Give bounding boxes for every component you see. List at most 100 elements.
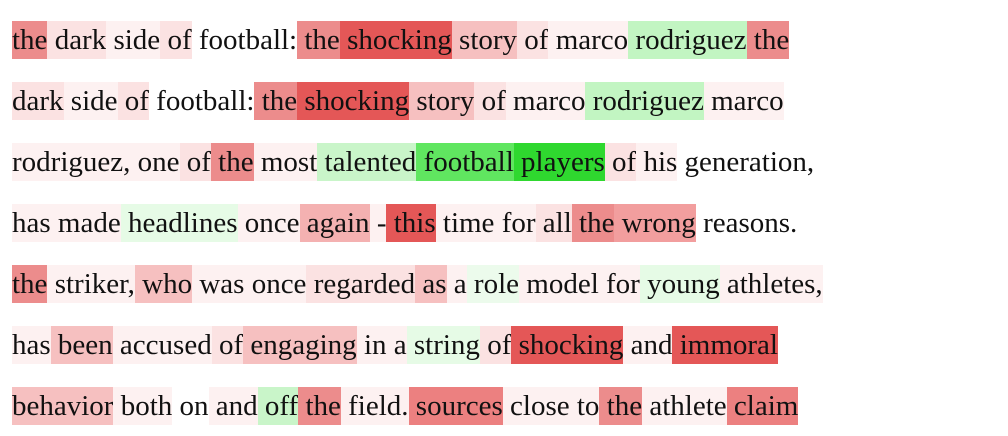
token: again: [306, 204, 370, 243]
token: dark: [54, 21, 107, 60]
space: [297, 21, 305, 60]
space: [505, 82, 514, 121]
token: shocking: [518, 326, 624, 365]
space: [386, 326, 394, 365]
text-line: has been accused of engaging in a string…: [12, 313, 990, 374]
space: [474, 82, 482, 121]
token: field.: [348, 387, 409, 426]
space: [113, 387, 121, 426]
space: [244, 265, 252, 304]
token: young: [647, 265, 720, 304]
token: the: [305, 387, 341, 426]
token: claim: [733, 387, 799, 426]
space: [112, 326, 120, 365]
space: [120, 204, 128, 243]
space: [172, 387, 180, 426]
token: marco: [555, 21, 629, 60]
space: [416, 143, 424, 182]
text-line: the dark side of football: the shocking …: [12, 8, 990, 69]
token: the: [261, 82, 298, 121]
token: a: [453, 265, 467, 304]
token: close: [510, 387, 570, 426]
space: [106, 21, 114, 60]
token: once: [244, 204, 300, 243]
space: [672, 326, 680, 365]
space: [257, 387, 265, 426]
token: football: [423, 143, 514, 182]
token: has: [12, 326, 51, 365]
token: string: [413, 326, 480, 365]
token: the: [606, 387, 643, 426]
token: the: [753, 21, 790, 60]
space: [502, 387, 511, 426]
token: who: [142, 265, 193, 304]
token: players: [521, 143, 605, 182]
token: story: [459, 21, 518, 60]
token: immoral: [679, 326, 778, 365]
token: regarded: [313, 265, 416, 304]
token: marco: [513, 82, 586, 121]
space: [628, 21, 636, 60]
token: and: [630, 326, 673, 365]
token: football:: [156, 82, 255, 121]
token: wrong: [621, 204, 696, 243]
token: the: [12, 21, 48, 60]
token: his: [643, 143, 678, 182]
space: [148, 82, 157, 121]
token: all: [542, 204, 572, 243]
token: of: [481, 82, 506, 121]
space: [677, 143, 685, 182]
space: [623, 326, 631, 365]
space: [210, 143, 219, 182]
token: of: [524, 21, 549, 60]
token: football:: [198, 21, 298, 60]
token: once: [251, 265, 307, 304]
token: rodriguez: [635, 21, 747, 60]
token: for: [501, 204, 536, 243]
token: dark: [12, 82, 64, 121]
token: generation,: [684, 143, 815, 182]
space: [598, 265, 607, 304]
token: shocking: [347, 21, 452, 60]
space: [243, 326, 251, 365]
text-line: dark side of football: the shocking stor…: [12, 69, 990, 130]
space: [511, 326, 519, 365]
space: [726, 387, 734, 426]
token: this: [393, 204, 436, 243]
space: [636, 143, 644, 182]
token: side: [70, 82, 118, 121]
space: [409, 82, 417, 121]
space: [134, 265, 143, 304]
space: [519, 265, 527, 304]
token: role: [473, 265, 520, 304]
token: athlete: [649, 387, 727, 426]
space: [179, 143, 187, 182]
space: [237, 204, 245, 243]
space: [340, 387, 349, 426]
space: [479, 326, 488, 365]
space: [339, 21, 348, 60]
space: [298, 387, 306, 426]
space: [297, 82, 305, 121]
token: of: [612, 143, 637, 182]
space: [535, 204, 543, 243]
token: was: [199, 265, 245, 304]
token: shocking: [304, 82, 410, 121]
space: [604, 143, 613, 182]
token: both: [120, 387, 173, 426]
token: the: [12, 265, 48, 304]
space: [306, 265, 314, 304]
space: [695, 204, 704, 243]
space: [703, 82, 712, 121]
token: of: [124, 82, 149, 121]
space: [639, 265, 648, 304]
space: [513, 143, 522, 182]
token: for: [606, 265, 640, 304]
space: [47, 21, 55, 60]
token: -: [376, 204, 387, 243]
token: marco: [711, 82, 784, 121]
text-line: behavior both on and off the field. sour…: [12, 374, 990, 435]
space: [642, 387, 650, 426]
space: [160, 21, 168, 60]
token: headlines: [127, 204, 238, 243]
